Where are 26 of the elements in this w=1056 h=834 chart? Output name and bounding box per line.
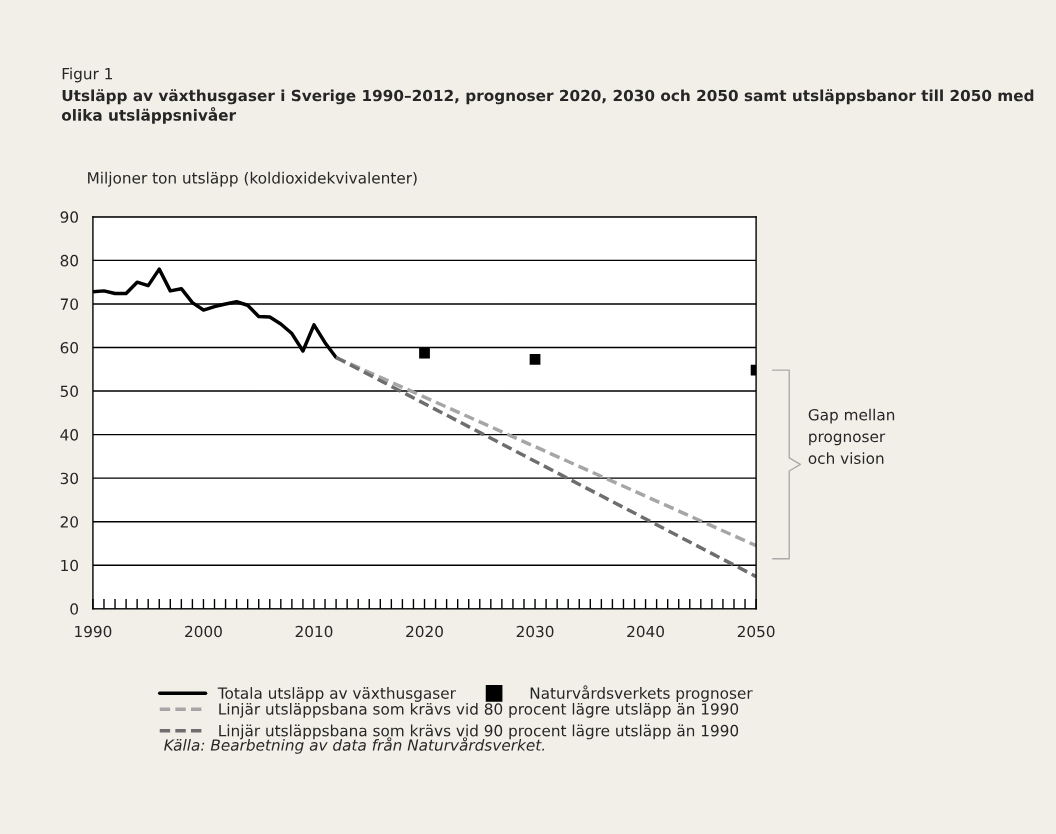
chart-title: Figur 1 [62, 67, 112, 83]
legend-label: Naturvårdsverkets prognoser [530, 685, 753, 702]
x-tick-label: 1990 [75, 625, 112, 638]
x-tick-label: 2030 [516, 625, 554, 638]
legend-label: Linjär utsläppsbana som krävs vid 80 procent lägre utsläpp än 1990 [219, 702, 739, 718]
text: Gap mellan prognoser och vision [808, 408, 895, 465]
chart-subtitle: Utsläpp av växthusgaser i Sverige 1990–2012, prognoser 2020, 2030 och 2050 samt utsläppsbanor till 2050 med olika utsläppsnivåer [61, 89, 1034, 124]
y-tick-label: 20 [60, 516, 79, 528]
x-tick-label: 2010 [295, 625, 333, 638]
legend-label: Totala utsläpp av växthusgaser [217, 687, 456, 702]
x-tick-label: 2040 [627, 625, 664, 638]
y-tick-label: 80 [60, 254, 79, 267]
y-tick-label: 30 [60, 472, 79, 485]
y-tick-label: 10 [61, 559, 79, 572]
y-tick-label: 40 [60, 429, 79, 441]
y-axis-title: Miljoner ton utsläpp (koldioxidekvivalenter) [88, 171, 417, 187]
x-tick-label: 2020 [406, 625, 443, 638]
y-tick-label: 70 [60, 298, 79, 310]
x-tick-label: 2000 [185, 625, 222, 638]
x-tick-label: 2050 [737, 625, 775, 638]
y-tick-label: 60 [60, 341, 79, 354]
y-tick-label: 50 [60, 385, 79, 398]
point [529, 353, 541, 365]
y-tick-label: 90 [60, 211, 79, 223]
y-tick-label: 0 [70, 603, 79, 615]
point [419, 347, 430, 359]
